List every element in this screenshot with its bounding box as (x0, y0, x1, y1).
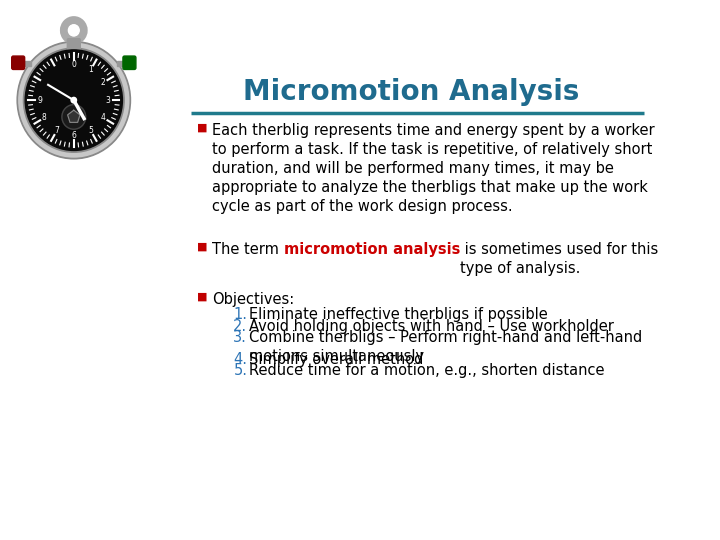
Text: The term: The term (212, 242, 284, 257)
Text: 3.: 3. (233, 330, 247, 345)
Text: micromotion analysis: micromotion analysis (284, 242, 460, 257)
Text: 4: 4 (101, 113, 106, 122)
Circle shape (71, 97, 76, 103)
Text: 2: 2 (101, 78, 106, 87)
Text: Simplify overall method: Simplify overall method (249, 352, 423, 367)
Circle shape (62, 105, 86, 129)
Text: is sometimes used for this
type of analysis.: is sometimes used for this type of analy… (460, 242, 659, 276)
Circle shape (17, 42, 130, 159)
Bar (117, 61, 129, 65)
Text: 1: 1 (89, 65, 93, 74)
Text: 2.: 2. (233, 319, 248, 334)
Text: 4.: 4. (233, 352, 248, 367)
Bar (19, 61, 30, 65)
Text: 8: 8 (42, 113, 47, 122)
Text: Each therblig represents time and energy spent by a worker
to perform a task. If: Each therblig represents time and energy… (212, 123, 655, 214)
Text: 3: 3 (105, 96, 110, 105)
Text: 7: 7 (54, 126, 59, 135)
Text: 0: 0 (71, 60, 76, 70)
Circle shape (19, 44, 128, 156)
Text: ■: ■ (197, 242, 207, 252)
FancyBboxPatch shape (12, 56, 24, 70)
Text: 9: 9 (37, 96, 42, 105)
Text: 5.: 5. (233, 363, 248, 378)
Text: 1.: 1. (233, 307, 248, 322)
Text: Avoid holding objects with hand – Use workholder: Avoid holding objects with hand – Use wo… (249, 319, 613, 334)
Polygon shape (68, 110, 80, 123)
Text: 5: 5 (89, 126, 94, 135)
Text: Combine therbligs – Perform right-hand and left-hand
motions simultaneously: Combine therbligs – Perform right-hand a… (249, 330, 642, 364)
Text: Eliminate ineffective therbligs if possible: Eliminate ineffective therbligs if possi… (249, 307, 548, 322)
Text: Reduce time for a motion, e.g., shorten distance: Reduce time for a motion, e.g., shorten … (249, 363, 604, 378)
Text: ■: ■ (197, 292, 207, 302)
FancyBboxPatch shape (123, 56, 136, 70)
FancyBboxPatch shape (68, 39, 81, 51)
Text: Micromotion Analysis: Micromotion Analysis (243, 78, 580, 106)
Text: Objectives:: Objectives: (212, 292, 294, 307)
Text: 6: 6 (71, 131, 76, 140)
Circle shape (25, 50, 122, 151)
Circle shape (68, 25, 79, 36)
Text: ■: ■ (197, 123, 207, 132)
